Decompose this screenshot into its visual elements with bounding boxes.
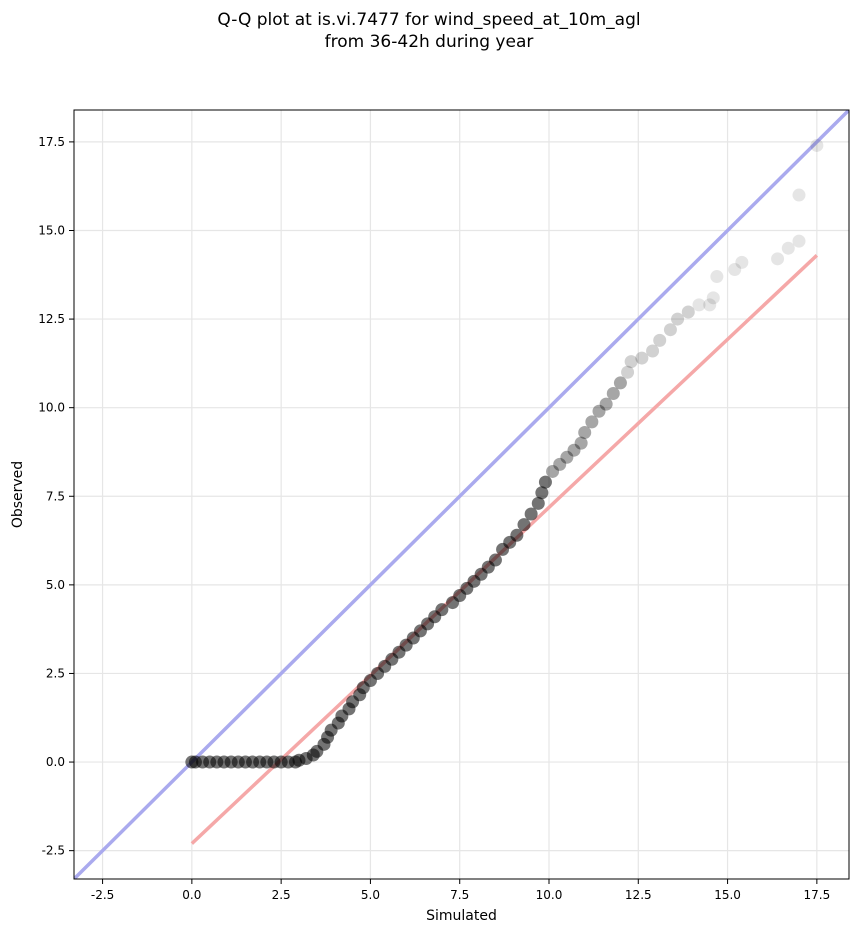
data-point — [703, 298, 717, 312]
x-tick-label: 0.0 — [182, 888, 201, 902]
data-point — [435, 603, 449, 617]
data-point — [692, 298, 706, 312]
data-point — [531, 496, 545, 510]
y-tick-label: 15.0 — [38, 223, 65, 237]
data-point — [728, 262, 742, 276]
data-point — [535, 486, 549, 500]
y-tick-label: 10.0 — [38, 401, 65, 415]
data-point — [792, 234, 806, 248]
data-point — [710, 270, 724, 284]
data-point — [592, 404, 606, 418]
data-point — [599, 397, 613, 411]
data-point — [510, 528, 524, 542]
data-point — [517, 518, 531, 532]
identity-reference-line — [74, 110, 849, 879]
chart-title-line-1: Q-Q plot at is.vi.7477 for wind_speed_at… — [217, 10, 641, 30]
data-point — [578, 425, 592, 439]
data-point — [553, 457, 567, 471]
plot-frame — [73, 109, 850, 880]
data-point — [538, 475, 552, 489]
axis-ticks: -2.5 0.0 2.5 5.0 7.5 10.0 12.5 15.0 17.5 -2.5 0.0 2… — [38, 135, 830, 902]
data-point — [488, 553, 502, 567]
x-tick-label: 17.5 — [803, 888, 830, 902]
y-tick-label: -2.5 — [42, 844, 65, 858]
chart-title-line-2: from 36-42h during year — [324, 32, 534, 52]
y-tick-label: 5.0 — [46, 578, 65, 592]
data-point — [771, 252, 785, 266]
y-tick-label: 2.5 — [46, 666, 65, 680]
x-tick-label: -2.5 — [91, 888, 114, 902]
data-point — [606, 387, 620, 401]
data-point — [781, 241, 795, 255]
data-point — [810, 138, 824, 152]
data-point — [574, 436, 588, 450]
y-tick-label: 7.5 — [46, 489, 65, 503]
data-point — [671, 312, 685, 326]
data-point — [567, 443, 581, 457]
data-point — [524, 507, 538, 521]
data-point — [621, 365, 635, 379]
data-point — [681, 305, 695, 319]
x-axis-label: Simulated — [426, 908, 497, 924]
y-tick-label: 17.5 — [38, 135, 65, 149]
data-point — [635, 351, 649, 365]
y-tick-label: 12.5 — [38, 312, 65, 326]
data-points — [185, 138, 824, 769]
x-tick-label: 5.0 — [361, 888, 380, 902]
x-tick-label: 7.5 — [450, 888, 469, 902]
data-point — [624, 355, 638, 369]
x-tick-label: 10.0 — [536, 888, 563, 902]
data-point — [560, 450, 574, 464]
data-point — [546, 464, 560, 478]
data-point — [735, 255, 749, 269]
data-point — [646, 344, 660, 358]
y-axis-label: Observed — [10, 461, 26, 528]
x-tick-label: 2.5 — [272, 888, 291, 902]
data-point — [653, 333, 667, 347]
x-tick-label: 12.5 — [625, 888, 652, 902]
data-point — [706, 291, 720, 305]
data-point — [663, 323, 677, 337]
x-tick-label: 15.0 — [714, 888, 741, 902]
data-point — [613, 376, 627, 390]
data-point — [792, 188, 806, 202]
y-tick-label: 0.0 — [46, 755, 65, 769]
data-point — [585, 415, 599, 429]
